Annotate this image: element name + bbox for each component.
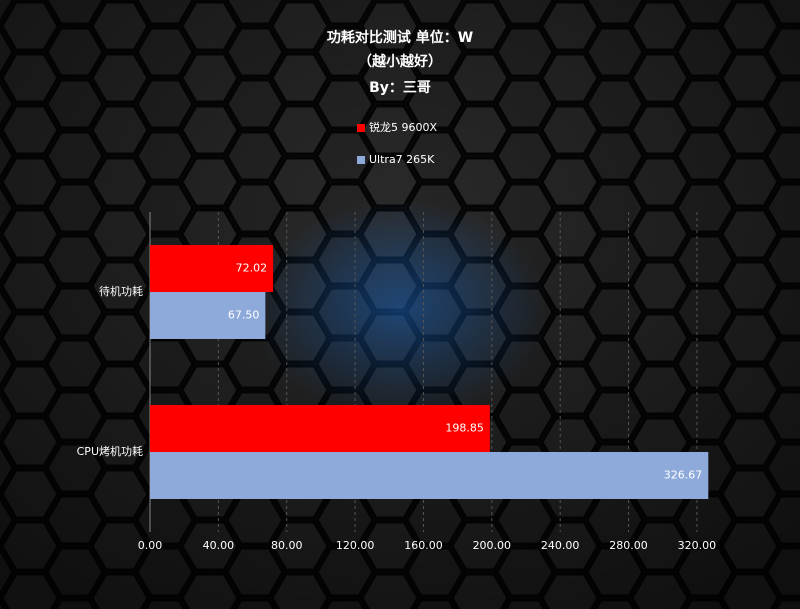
bar xyxy=(150,452,709,499)
x-tick-label: 120.00 xyxy=(336,539,375,552)
x-tick-label: 80.00 xyxy=(271,539,303,552)
x-tick-label: 240.00 xyxy=(541,539,580,552)
x-tick-label: 280.00 xyxy=(609,539,648,552)
legend-swatch xyxy=(357,124,365,132)
x-tick-label: 160.00 xyxy=(404,539,443,552)
x-tick-label: 200.00 xyxy=(473,539,512,552)
y-tick-label: CPU烤机功耗 xyxy=(77,444,143,458)
x-tick-label: 40.00 xyxy=(203,539,235,552)
x-tick-label: 0.00 xyxy=(138,539,163,552)
value-label: 198.85 xyxy=(445,422,484,435)
value-label: 67.50 xyxy=(228,309,260,322)
legend-swatch xyxy=(357,156,365,164)
chart-subtitle: （越小越好） xyxy=(358,53,442,70)
chart-author: By：三哥 xyxy=(369,80,431,96)
y-tick-label: 待机功耗 xyxy=(99,284,143,298)
legend-label: 锐龙5 9600X xyxy=(369,120,437,134)
value-label: 72.02 xyxy=(236,262,268,275)
x-tick-label: 320.00 xyxy=(678,539,717,552)
value-label: 326.67 xyxy=(664,469,703,482)
chart-title: 功耗对比测试 单位：W xyxy=(327,29,473,46)
legend-label: Ultra7 265K xyxy=(369,153,435,166)
bar xyxy=(150,405,490,452)
bar xyxy=(150,245,274,292)
bar xyxy=(150,292,266,339)
